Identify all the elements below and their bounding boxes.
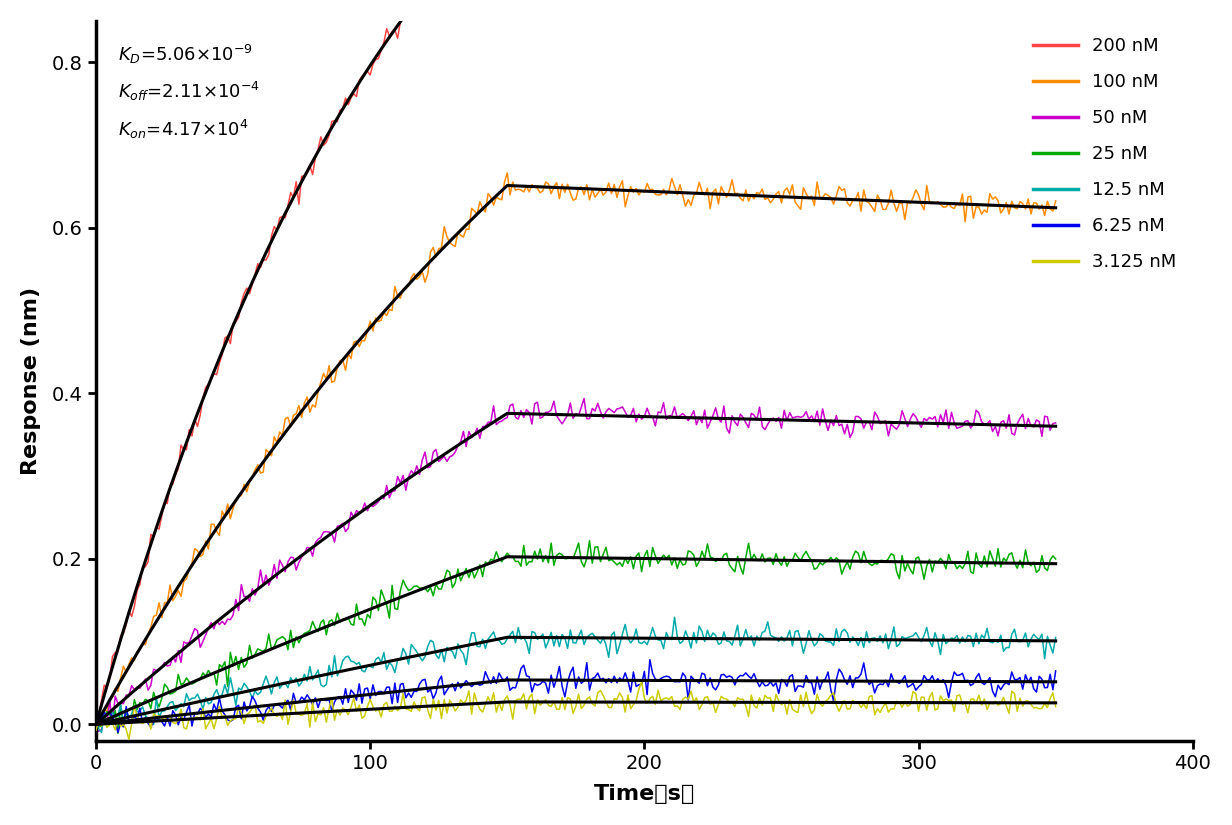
Legend: 200 nM, 100 nM, 50 nM, 25 nM, 12.5 nM, 6.25 nM, 3.125 nM: 200 nM, 100 nM, 50 nM, 25 nM, 12.5 nM, 6…: [1025, 30, 1184, 279]
Y-axis label: Response (nm): Response (nm): [21, 287, 41, 475]
Text: $K_D$=5.06×10$^{-9}$
$K_{off}$=2.11×10$^{-4}$
$K_{on}$=4.17×10$^{4}$: $K_D$=5.06×10$^{-9}$ $K_{off}$=2.11×10$^…: [118, 42, 260, 141]
X-axis label: Time（s）: Time（s）: [594, 785, 695, 804]
